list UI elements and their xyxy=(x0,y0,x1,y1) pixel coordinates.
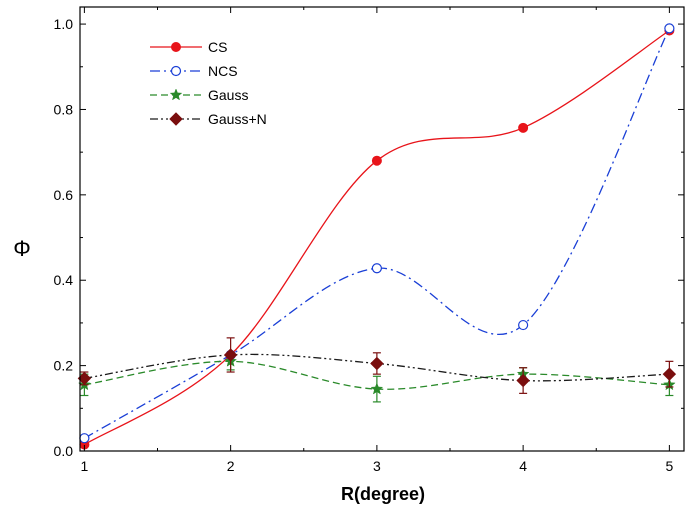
legend-entry: NCS xyxy=(150,63,238,79)
legend-label: Gauss xyxy=(208,87,248,103)
legend-marker xyxy=(169,88,183,101)
legend-entry: CS xyxy=(150,39,227,55)
series-layer xyxy=(77,23,677,450)
plot-frame xyxy=(79,6,685,452)
legend-label: CS xyxy=(208,39,227,55)
legend-marker xyxy=(171,42,181,52)
y-tick-label: 0.2 xyxy=(54,358,74,374)
legend-label: Gauss+N xyxy=(208,111,267,127)
x-tick-label: 5 xyxy=(665,458,673,474)
legend: CS NCS Gauss Gauss+N xyxy=(150,39,267,127)
legend-label: NCS xyxy=(208,63,238,79)
data-point xyxy=(518,319,529,331)
series-gauss-n xyxy=(77,337,677,394)
legend-marker xyxy=(169,112,183,126)
x-tick-label: 1 xyxy=(80,458,88,474)
data-point xyxy=(664,23,675,34)
data-point xyxy=(516,373,530,388)
y-axis-label: Φ xyxy=(13,236,31,261)
series-line xyxy=(84,28,670,439)
axes-layer: 1 2 3 4 5 0.0 0.2 0.4 0.6 0.8 1.0 xyxy=(54,6,685,474)
legend-entry: Gauss+N xyxy=(150,111,267,127)
x-tick-label: 4 xyxy=(519,458,527,474)
data-point xyxy=(79,433,90,444)
legend-marker xyxy=(170,65,182,77)
data-point xyxy=(371,155,382,166)
data-point xyxy=(223,348,238,362)
y-tick-label: 0.0 xyxy=(54,443,74,459)
y-tick-label: 1.0 xyxy=(54,16,74,32)
data-point xyxy=(518,122,529,133)
y-tick-label: 0.8 xyxy=(54,101,74,117)
x-tick-label: 2 xyxy=(227,458,235,474)
y-tick-label: 0.6 xyxy=(54,187,74,203)
series-ncs xyxy=(79,23,675,444)
data-point xyxy=(370,356,384,371)
x-tick-label: 3 xyxy=(373,458,381,474)
y-tick-label: 0.4 xyxy=(54,272,74,288)
x-axis-label: R(degree) xyxy=(341,484,425,504)
legend-entry: Gauss xyxy=(150,87,248,103)
data-point xyxy=(662,367,677,381)
data-point xyxy=(370,382,384,395)
data-point xyxy=(371,263,382,274)
